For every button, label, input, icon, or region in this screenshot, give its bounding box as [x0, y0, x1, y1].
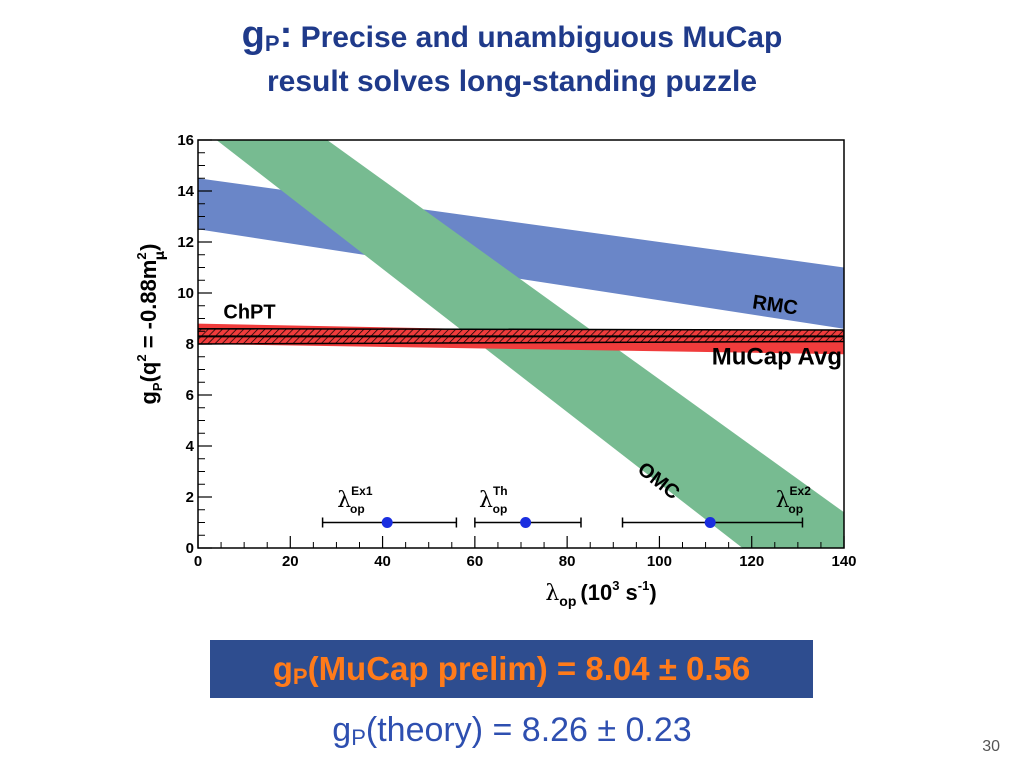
y-tick-label-4: 4: [186, 438, 195, 455]
y-tick-label-8: 8: [186, 336, 194, 353]
y-tick-label-6: 6: [186, 387, 194, 404]
x-tick-label-120: 120: [739, 553, 764, 570]
plot-area: [198, 140, 844, 548]
y-tick-label-12: 12: [177, 234, 194, 251]
theory-symbol: g: [332, 711, 352, 749]
data-point-2: [520, 517, 532, 528]
y-tick-label-14: 14: [177, 183, 194, 200]
data-point-3: [704, 517, 716, 528]
data-point-1: [381, 517, 393, 528]
page-number: 30: [982, 738, 1000, 755]
gp-vs-lambda-chart: 0 20 40 60 80 100 120 1400246810121416RMCOMCChP…: [134, 132, 857, 609]
x-tick-label-140: 140: [831, 553, 856, 570]
chpt-label: ChPT: [223, 302, 275, 324]
mucap-result-box: gP(MuCap prelim) = 8.04 ± 0.56: [210, 640, 813, 698]
mucap-avg-label: MuCap Avg: [712, 343, 842, 370]
title-symbol: g: [241, 14, 265, 56]
result-symbol-sub: P: [292, 664, 308, 689]
x-tick-label-80: 80: [559, 553, 576, 570]
x-tick-label-60: 60: [467, 553, 484, 570]
x-tick-label-20: 20: [282, 553, 299, 570]
result-text: (MuCap prelim) = 8.04 ± 0.56: [307, 650, 751, 687]
x-tick-label-100: 100: [647, 553, 672, 570]
x-tick-label-40: 40: [374, 553, 391, 570]
title-separator: :: [279, 14, 293, 56]
x-tick-label-0: 0: [194, 553, 202, 570]
point-label-2: λTh op: [479, 484, 508, 516]
slide-title-line2: result solves long-standing puzzle: [266, 65, 758, 98]
theory-text: (theory) = 8.26 ± 0.23: [365, 711, 692, 749]
y-tick-label-0: 0: [186, 540, 194, 557]
title-symbol-sub: P: [264, 31, 280, 56]
point-label-3: λEx2 op: [776, 484, 812, 516]
y-tick-label-2: 2: [186, 489, 194, 506]
title-line1-text: Precise and unambiguous MuCap: [300, 21, 783, 54]
x-axis-label: λop (103 s-1): [545, 578, 656, 609]
slide-title-line1: gP: Precise and unambiguous MuCap: [0, 14, 1024, 65]
theory-value: gP(theory) = 8.26 ± 0.23: [0, 708, 1024, 760]
y-tick-label-10: 10: [177, 285, 194, 302]
theory-symbol-sub: P: [351, 725, 366, 750]
point-label-1: λEx1 op: [337, 484, 373, 516]
y-tick-label-16: 16: [177, 132, 194, 149]
result-symbol: g: [272, 650, 293, 687]
y-axis-label: gP(q2 = -0.88m2 μ): [134, 243, 168, 404]
